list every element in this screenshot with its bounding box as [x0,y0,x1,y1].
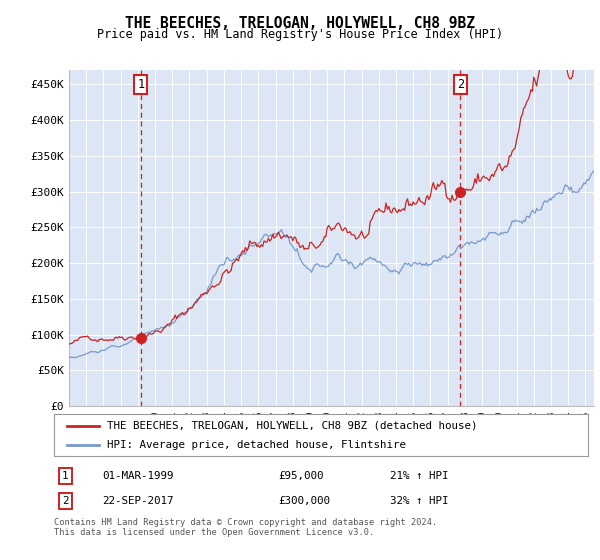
Text: 1: 1 [137,78,145,91]
Text: £95,000: £95,000 [278,471,324,481]
Text: 2: 2 [457,78,464,91]
Text: 22-SEP-2017: 22-SEP-2017 [102,496,173,506]
Text: Contains HM Land Registry data © Crown copyright and database right 2024.
This d: Contains HM Land Registry data © Crown c… [54,518,437,537]
Text: 32% ↑ HPI: 32% ↑ HPI [391,496,449,506]
Text: 01-MAR-1999: 01-MAR-1999 [102,471,173,481]
Text: 2: 2 [62,496,68,506]
Text: 21% ↑ HPI: 21% ↑ HPI [391,471,449,481]
Text: Price paid vs. HM Land Registry's House Price Index (HPI): Price paid vs. HM Land Registry's House … [97,28,503,41]
Text: 1: 1 [62,471,68,481]
Text: £300,000: £300,000 [278,496,330,506]
Text: HPI: Average price, detached house, Flintshire: HPI: Average price, detached house, Flin… [107,440,406,450]
Text: THE BEECHES, TRELOGAN, HOLYWELL, CH8 9BZ: THE BEECHES, TRELOGAN, HOLYWELL, CH8 9BZ [125,16,475,31]
Text: THE BEECHES, TRELOGAN, HOLYWELL, CH8 9BZ (detached house): THE BEECHES, TRELOGAN, HOLYWELL, CH8 9BZ… [107,421,478,431]
